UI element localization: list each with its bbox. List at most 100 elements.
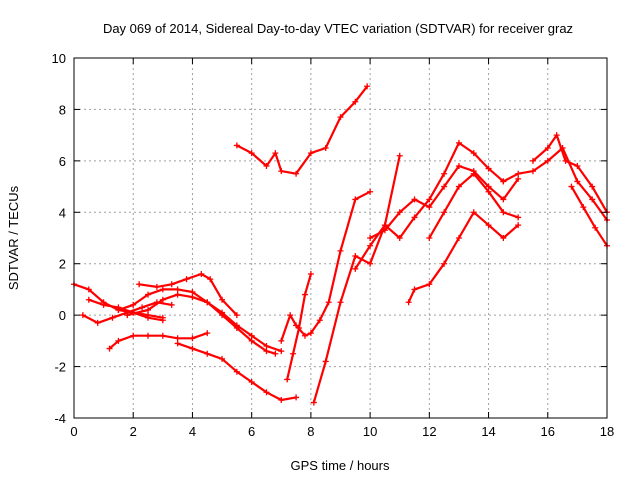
data-point (168, 301, 175, 308)
data-point (515, 175, 522, 182)
series-s12 (310, 152, 403, 406)
data-point (174, 286, 181, 293)
data-point (426, 204, 433, 211)
data-point (500, 235, 507, 241)
data-point (441, 260, 448, 267)
x-tick-label: 18 (600, 424, 614, 439)
data-point (589, 183, 596, 190)
data-point (352, 196, 359, 203)
data-point (130, 332, 137, 339)
data-point (316, 317, 323, 324)
series-line (138, 272, 238, 317)
data-point (485, 188, 492, 195)
data-point (296, 325, 303, 331)
data-point (367, 242, 374, 249)
data-point (455, 139, 462, 146)
data-point (204, 299, 211, 306)
data-point (233, 322, 240, 329)
x-tick-label: 14 (481, 424, 495, 439)
data-point (500, 196, 507, 203)
series-s4 (106, 330, 211, 352)
data-point (367, 235, 374, 241)
y-tick-label: 8 (59, 102, 66, 117)
data-point (500, 209, 507, 216)
data-point (106, 345, 113, 352)
data-point (411, 286, 418, 293)
data-point (352, 98, 359, 105)
x-tick-label: 16 (541, 424, 555, 439)
data-point (544, 145, 551, 151)
data-point (381, 222, 388, 229)
data-point (219, 355, 226, 362)
y-tick-label: 4 (59, 205, 66, 220)
data-point (159, 332, 166, 339)
data-point (307, 330, 314, 337)
data-point (189, 335, 196, 342)
data-point (337, 114, 344, 121)
data-point (529, 157, 536, 164)
data-point (352, 265, 359, 272)
data-point (500, 178, 507, 185)
series-s8 (174, 340, 300, 403)
data-point (441, 183, 448, 190)
data-point (441, 209, 448, 216)
y-tick-label: 10 (52, 51, 66, 66)
data-point (272, 150, 279, 157)
data-point (233, 142, 240, 149)
data-point (174, 335, 181, 342)
data-point (94, 319, 101, 326)
data-point (174, 340, 181, 347)
series-line (280, 190, 372, 342)
data-point (411, 214, 418, 221)
data-point (544, 157, 551, 164)
data-point (124, 312, 131, 319)
data-point (100, 301, 107, 308)
series-s7 (136, 271, 240, 319)
series-s10 (278, 188, 374, 344)
data-point (367, 188, 374, 195)
data-point (174, 291, 181, 298)
data-point (248, 332, 255, 339)
data-point (204, 350, 211, 357)
data-point (278, 168, 285, 175)
data-point (145, 314, 152, 321)
data-point (322, 145, 329, 151)
x-tick-label: 0 (70, 424, 77, 439)
data-point (485, 222, 492, 229)
data-point (529, 168, 536, 175)
data-point (470, 150, 477, 157)
x-tick-label: 8 (307, 424, 314, 439)
data-point (263, 389, 270, 396)
x-tick-label: 4 (189, 424, 196, 439)
data-point (396, 209, 403, 216)
data-point (183, 276, 190, 283)
data-point (115, 307, 122, 313)
data-point (307, 150, 314, 157)
y-tick-label: 2 (59, 257, 66, 272)
data-point (426, 281, 433, 288)
data-point (441, 170, 448, 177)
data-point (301, 291, 308, 298)
data-point (515, 222, 522, 229)
data-point (287, 312, 294, 319)
data-point (405, 299, 412, 306)
data-point (589, 196, 596, 203)
data-point (115, 337, 122, 344)
data-point (278, 397, 285, 403)
data-point (189, 345, 196, 352)
data-point (130, 301, 137, 308)
data-point (426, 235, 433, 241)
x-tick-label: 10 (363, 424, 377, 439)
data-point (580, 204, 587, 211)
series-line (570, 185, 609, 247)
data-point (310, 399, 317, 406)
data-point (159, 317, 166, 324)
x-axis-label: GPS time / hours (291, 458, 390, 473)
data-point (293, 170, 300, 177)
data-point (337, 299, 344, 306)
data-point (568, 183, 575, 190)
series-line (531, 134, 609, 214)
data-point (278, 337, 285, 344)
y-tick-label: 0 (59, 308, 66, 323)
